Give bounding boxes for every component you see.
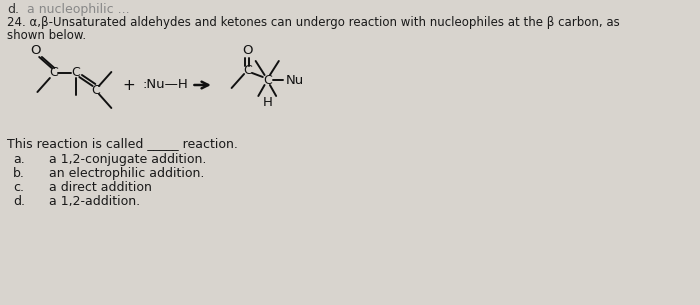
Text: :Nu—H: :Nu—H [143,78,188,92]
Text: shown below.: shown below. [7,29,86,42]
Text: O: O [242,45,253,58]
Text: a direct addition: a direct addition [49,181,152,194]
Text: C: C [91,84,99,96]
Text: Nu: Nu [286,74,304,87]
Text: 24. α,β-Unsaturated aldehydes and ketones can undergo reaction with nucleophiles: 24. α,β-Unsaturated aldehydes and ketone… [7,16,620,29]
Text: b.: b. [13,167,25,180]
Text: a 1,2-addition.: a 1,2-addition. [49,195,140,208]
Text: d.: d. [7,3,19,16]
Text: C: C [244,63,252,77]
Text: a.: a. [13,153,25,166]
Text: d.: d. [13,195,25,208]
Text: O: O [30,45,41,58]
Text: This reaction is called _____ reaction.: This reaction is called _____ reaction. [7,137,238,150]
Text: C: C [71,66,80,80]
Text: C: C [49,66,58,80]
Text: H: H [262,95,272,109]
Text: an electrophilic addition.: an electrophilic addition. [49,167,204,180]
Text: a 1,2-conjugate addition.: a 1,2-conjugate addition. [49,153,206,166]
Text: C: C [263,74,272,87]
Text: c.: c. [13,181,24,194]
Text: +: + [122,77,136,92]
Text: a nucleophilic ...: a nucleophilic ... [27,3,130,16]
